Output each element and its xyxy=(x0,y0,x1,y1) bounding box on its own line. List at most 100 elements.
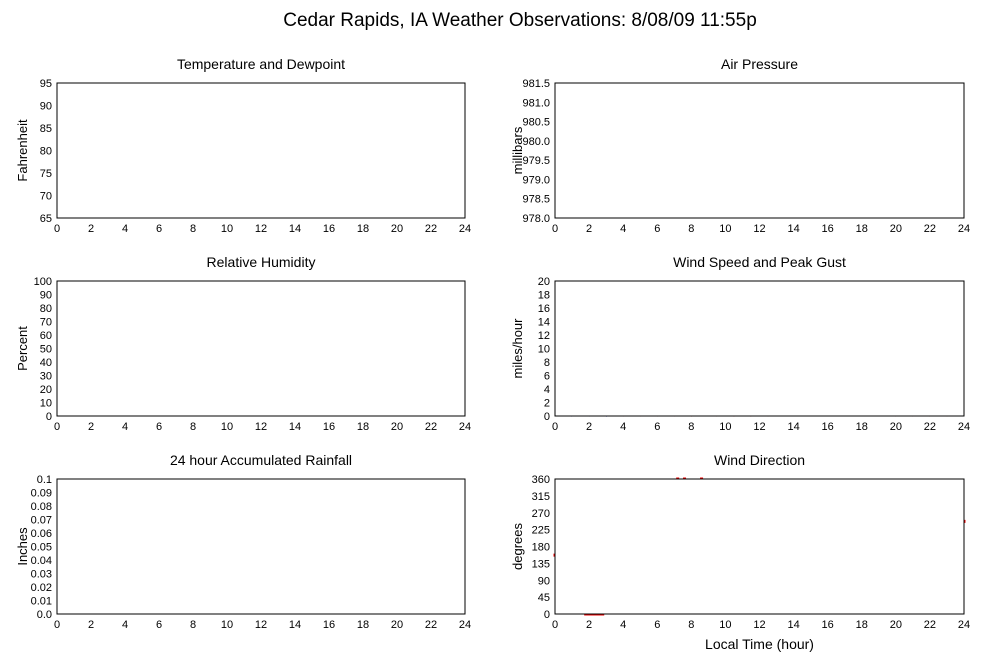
chart-title: 24 hour Accumulated Rainfall xyxy=(170,452,352,468)
y-tick-label: 14 xyxy=(538,317,550,329)
y-tick-label: 981.5 xyxy=(522,78,550,90)
x-tick-label: 22 xyxy=(425,619,437,631)
y-tick-label: 80 xyxy=(40,303,52,315)
y-tick-label: 6 xyxy=(544,371,550,383)
x-tick-label: 6 xyxy=(156,421,162,433)
x-tick-label: 14 xyxy=(289,619,301,631)
x-tick-label: 22 xyxy=(425,421,437,433)
y-tick-label: 4 xyxy=(544,384,550,396)
x-tick-label: 14 xyxy=(787,421,799,433)
x-tick-label: 18 xyxy=(357,223,369,235)
x-tick-label: 12 xyxy=(753,421,765,433)
x-tick-label: 18 xyxy=(856,421,868,433)
x-tick-label: 24 xyxy=(459,421,471,433)
chart-title: Air Pressure xyxy=(721,56,798,72)
plot-border xyxy=(56,478,466,615)
y-tick-label: 50 xyxy=(40,344,52,356)
y-axis-label: millibars xyxy=(510,126,525,174)
y-tick-label: 90 xyxy=(40,290,52,302)
chart-rain: 0 2 4 6 8 10 12 14 16 18 20 22 240.00.010.020.030.04… xyxy=(15,452,471,631)
x-tick-label: 10 xyxy=(719,421,731,433)
x-tick-label: 12 xyxy=(255,223,267,235)
chart-title: Temperature and Dewpoint xyxy=(177,56,345,72)
y-tick-label: 0 xyxy=(544,609,550,621)
y-tick-label: 225 xyxy=(532,525,550,537)
y-tick-label: 65 xyxy=(40,213,52,225)
x-tick-label: 10 xyxy=(719,223,731,235)
y-tick-label: 980.5 xyxy=(522,117,550,129)
x-tick-label: 14 xyxy=(787,619,799,631)
y-tick-label: 979.0 xyxy=(522,174,550,186)
plot-border xyxy=(554,478,965,615)
x-tick-label: 22 xyxy=(924,223,936,235)
x-tick-label: 24 xyxy=(958,223,970,235)
x-tick-label: 8 xyxy=(190,223,196,235)
y-tick-label: 60 xyxy=(40,330,52,342)
x-tick-label: 22 xyxy=(924,421,936,433)
x-tick-label: 8 xyxy=(190,619,196,631)
chart-title: Wind Speed and Peak Gust xyxy=(673,254,846,270)
y-tick-label: 315 xyxy=(532,491,550,503)
y-tick-label: 70 xyxy=(40,317,52,329)
x-tick-label: 14 xyxy=(289,421,301,433)
x-tick-label: 6 xyxy=(156,619,162,631)
x-tick-label: 16 xyxy=(822,619,834,631)
y-tick-label: 20 xyxy=(40,384,52,396)
x-tick-label: 18 xyxy=(856,619,868,631)
plot-border xyxy=(56,82,466,219)
x-tick-label: 12 xyxy=(255,619,267,631)
x-tick-label: 4 xyxy=(122,619,128,631)
x-tick-label: 2 xyxy=(88,619,94,631)
y-tick-label: 0.03 xyxy=(31,569,52,581)
x-tick-label: 12 xyxy=(753,619,765,631)
y-tick-label: 85 xyxy=(40,123,52,135)
x-tick-label: 8 xyxy=(688,619,694,631)
x-tick-label: 10 xyxy=(221,223,233,235)
x-tick-label: 0 xyxy=(552,223,558,235)
x-tick-label: 24 xyxy=(958,421,970,433)
y-tick-label: 100 xyxy=(34,276,52,288)
x-tick-label: 16 xyxy=(323,421,335,433)
charts-group: 0 2 4 6 8 10 12 14 16 18 20 22 2465707580859095Tempe… xyxy=(15,56,970,652)
x-tick-label: 18 xyxy=(357,421,369,433)
x-tick-label: 0 xyxy=(54,421,60,433)
x-tick-label: 10 xyxy=(221,421,233,433)
y-tick-label: 0.1 xyxy=(37,474,52,486)
x-tick-label: 12 xyxy=(753,223,765,235)
y-tick-label: 135 xyxy=(532,558,550,570)
y-tick-label: 90 xyxy=(538,575,550,587)
x-tick-label: 6 xyxy=(654,619,660,631)
x-tick-label: 22 xyxy=(924,619,936,631)
y-tick-label: 270 xyxy=(532,508,550,520)
x-tick-label: 4 xyxy=(620,223,626,235)
x-tick-label: 6 xyxy=(156,223,162,235)
y-tick-label: 75 xyxy=(40,168,52,180)
x-tick-label: 16 xyxy=(323,223,335,235)
chart-humidity: 0 2 4 6 8 10 12 14 16 18 20 22 240102030405060708090… xyxy=(15,254,471,433)
y-tick-label: 0.08 xyxy=(31,501,52,513)
x-axis-label: Local Time (hour) xyxy=(705,636,814,652)
plot-border xyxy=(554,280,965,417)
y-tick-label: 8 xyxy=(544,357,550,369)
y-tick-label: 40 xyxy=(40,357,52,369)
x-tick-label: 2 xyxy=(586,421,592,433)
plot-border xyxy=(554,82,965,219)
y-axis-label: Inches xyxy=(15,527,30,566)
x-tick-label: 16 xyxy=(323,619,335,631)
x-tick-label: 24 xyxy=(958,619,970,631)
chart-title: Wind Direction xyxy=(714,452,805,468)
x-tick-label: 22 xyxy=(425,223,437,235)
y-tick-label: 90 xyxy=(40,101,52,113)
x-tick-label: 8 xyxy=(688,223,694,235)
y-tick-label: 16 xyxy=(538,303,550,315)
y-axis-label: degrees xyxy=(510,523,525,570)
x-tick-label: 2 xyxy=(88,223,94,235)
y-tick-label: 0 xyxy=(46,411,52,423)
y-tick-label: 20 xyxy=(538,276,550,288)
y-tick-label: 0.09 xyxy=(31,488,52,500)
y-tick-label: 0.07 xyxy=(31,515,52,527)
x-tick-label: 8 xyxy=(688,421,694,433)
x-tick-label: 14 xyxy=(787,223,799,235)
